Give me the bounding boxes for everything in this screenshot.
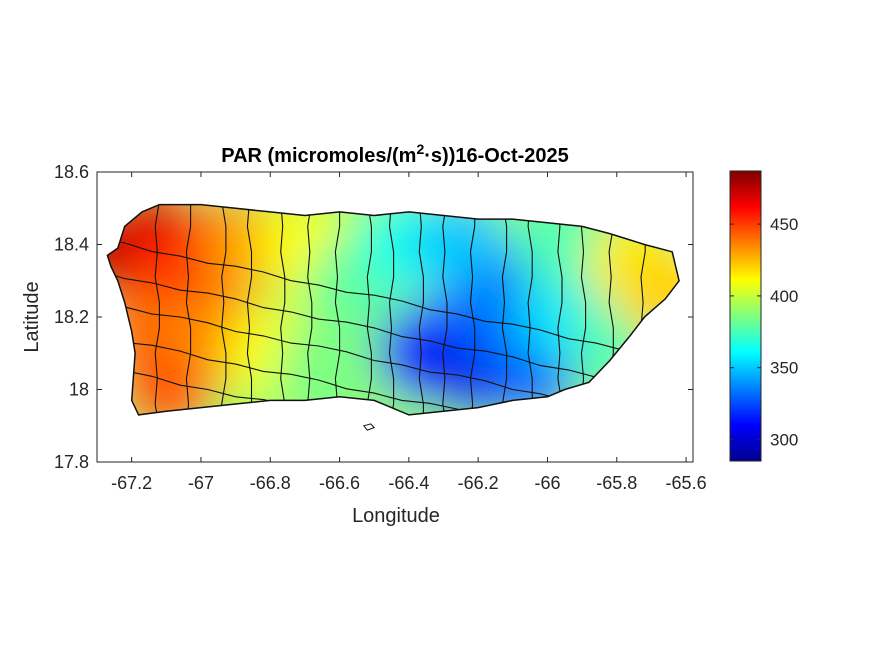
x-tick-label: -66.6 [319,473,360,493]
municipality-boundary [107,236,680,369]
municipality-boundary [557,204,563,415]
x-tick-label: -67 [188,473,214,493]
x-tick-label: -65.8 [596,473,637,493]
title: PAR (micromoles/(m2·s))16-Oct-2025 [221,141,569,167]
municipality-boundary [246,204,253,415]
colorbar-tick-label: 400 [770,287,798,306]
par-heatmap [107,204,680,415]
y-tick-label: 18.4 [54,235,89,255]
y-axis: 17.8 18 18.2 18.4 18.6 [54,162,693,472]
municipality-boundary [469,204,476,415]
y-tick-label: 17.8 [54,452,89,472]
municipality-boundary [185,204,192,415]
municipality-boundary [418,204,424,415]
x-tick-label: -66.4 [388,473,429,493]
x-axis: -67.2 -67 -66.8 -66.6 -66.4 -66.2 -66 -65.8 -65.… [111,172,707,493]
municipality-boundary [334,204,341,415]
colorbar-tick-label: 450 [770,215,798,234]
colorbar-tick-label: 350 [770,359,798,378]
x-tick-label: -66.2 [458,473,499,493]
x-axis-label: Longitude [352,505,440,527]
colorbar-ticks: 300 350 400 450 [730,215,798,449]
municipality-boundary [501,204,508,415]
colorbar [729,170,762,462]
x-tick-label: -67.2 [111,473,152,493]
municipality-boundary [107,367,680,415]
municipality-boundary [527,204,533,415]
municipality-boundary [388,204,395,415]
y-tick-label: 18 [69,380,89,400]
municipality-boundary [107,334,680,415]
y-tick-label: 18.6 [54,162,89,182]
par-sample-10 [274,323,371,415]
municipality-boundary [366,204,372,415]
municipality-boundary [221,204,227,415]
municipality-boundary [307,204,313,415]
y-tick-label: 18.2 [54,307,89,327]
x-tick-label: -66 [534,473,560,493]
x-tick-label: -66.8 [250,473,291,493]
x-tick-label: -65.6 [666,473,707,493]
y-axis-label: Latitude [21,281,43,352]
caja-de-muerto-island [362,423,376,431]
municipality-boundary [280,204,286,415]
colorbar-tick-label: 300 [770,430,798,449]
municipality-boundary [442,204,448,415]
